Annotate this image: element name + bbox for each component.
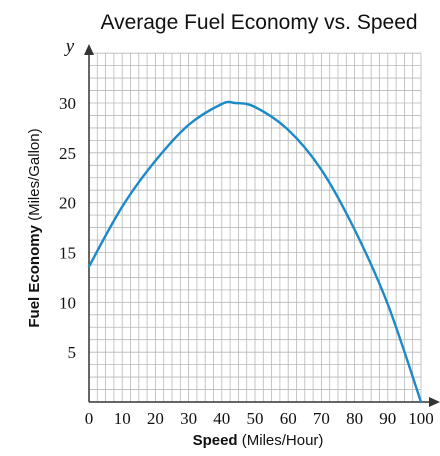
x-tick-label: 50 — [247, 409, 264, 428]
x-tick-label: 40 — [213, 409, 230, 428]
y-tick-labels: 5 10 15 20 25 30 — [59, 94, 76, 362]
y-tick-label: 25 — [59, 144, 76, 163]
y-tick-label: 15 — [59, 244, 76, 263]
x-tick-label: 80 — [346, 409, 363, 428]
x-tick-label: 60 — [280, 409, 297, 428]
x-axis-label-title: Speed — [193, 432, 238, 449]
x-tick-label: 70 — [313, 409, 330, 428]
y-tick-label: 10 — [59, 293, 76, 312]
y-axis-label-unit: (Miles/Gallon) — [26, 128, 43, 221]
y-tick-label: 30 — [59, 94, 76, 113]
y-axis-label: Fuel Economy (Miles/Gallon) — [26, 128, 43, 327]
chart-title: Average Fuel Economy vs. Speed — [100, 11, 417, 34]
y-axis-name: y — [64, 36, 75, 57]
y-tick-label: 20 — [59, 194, 76, 213]
x-tick-labels: 0 10 20 30 40 50 60 70 80 90 100 — [85, 409, 434, 428]
x-tick-label: 10 — [114, 409, 131, 428]
grid — [88, 52, 422, 402]
y-axis-arrow — [84, 44, 94, 55]
y-axis-label-title: Fuel Economy — [26, 224, 43, 327]
x-axis-label: Speed (Miles/Hour) — [193, 432, 324, 449]
x-axis-label-unit: (Miles/Hour) — [242, 432, 324, 449]
x-tick-label: 30 — [180, 409, 197, 428]
x-tick-label: 100 — [408, 409, 434, 428]
y-tick-label: 5 — [68, 343, 77, 362]
fuel-economy-curve — [87, 100, 423, 404]
x-tick-label: 0 — [85, 409, 94, 428]
x-axis-arrow — [429, 397, 440, 407]
x-tick-label: 90 — [379, 409, 396, 428]
x-tick-label: 20 — [147, 409, 164, 428]
